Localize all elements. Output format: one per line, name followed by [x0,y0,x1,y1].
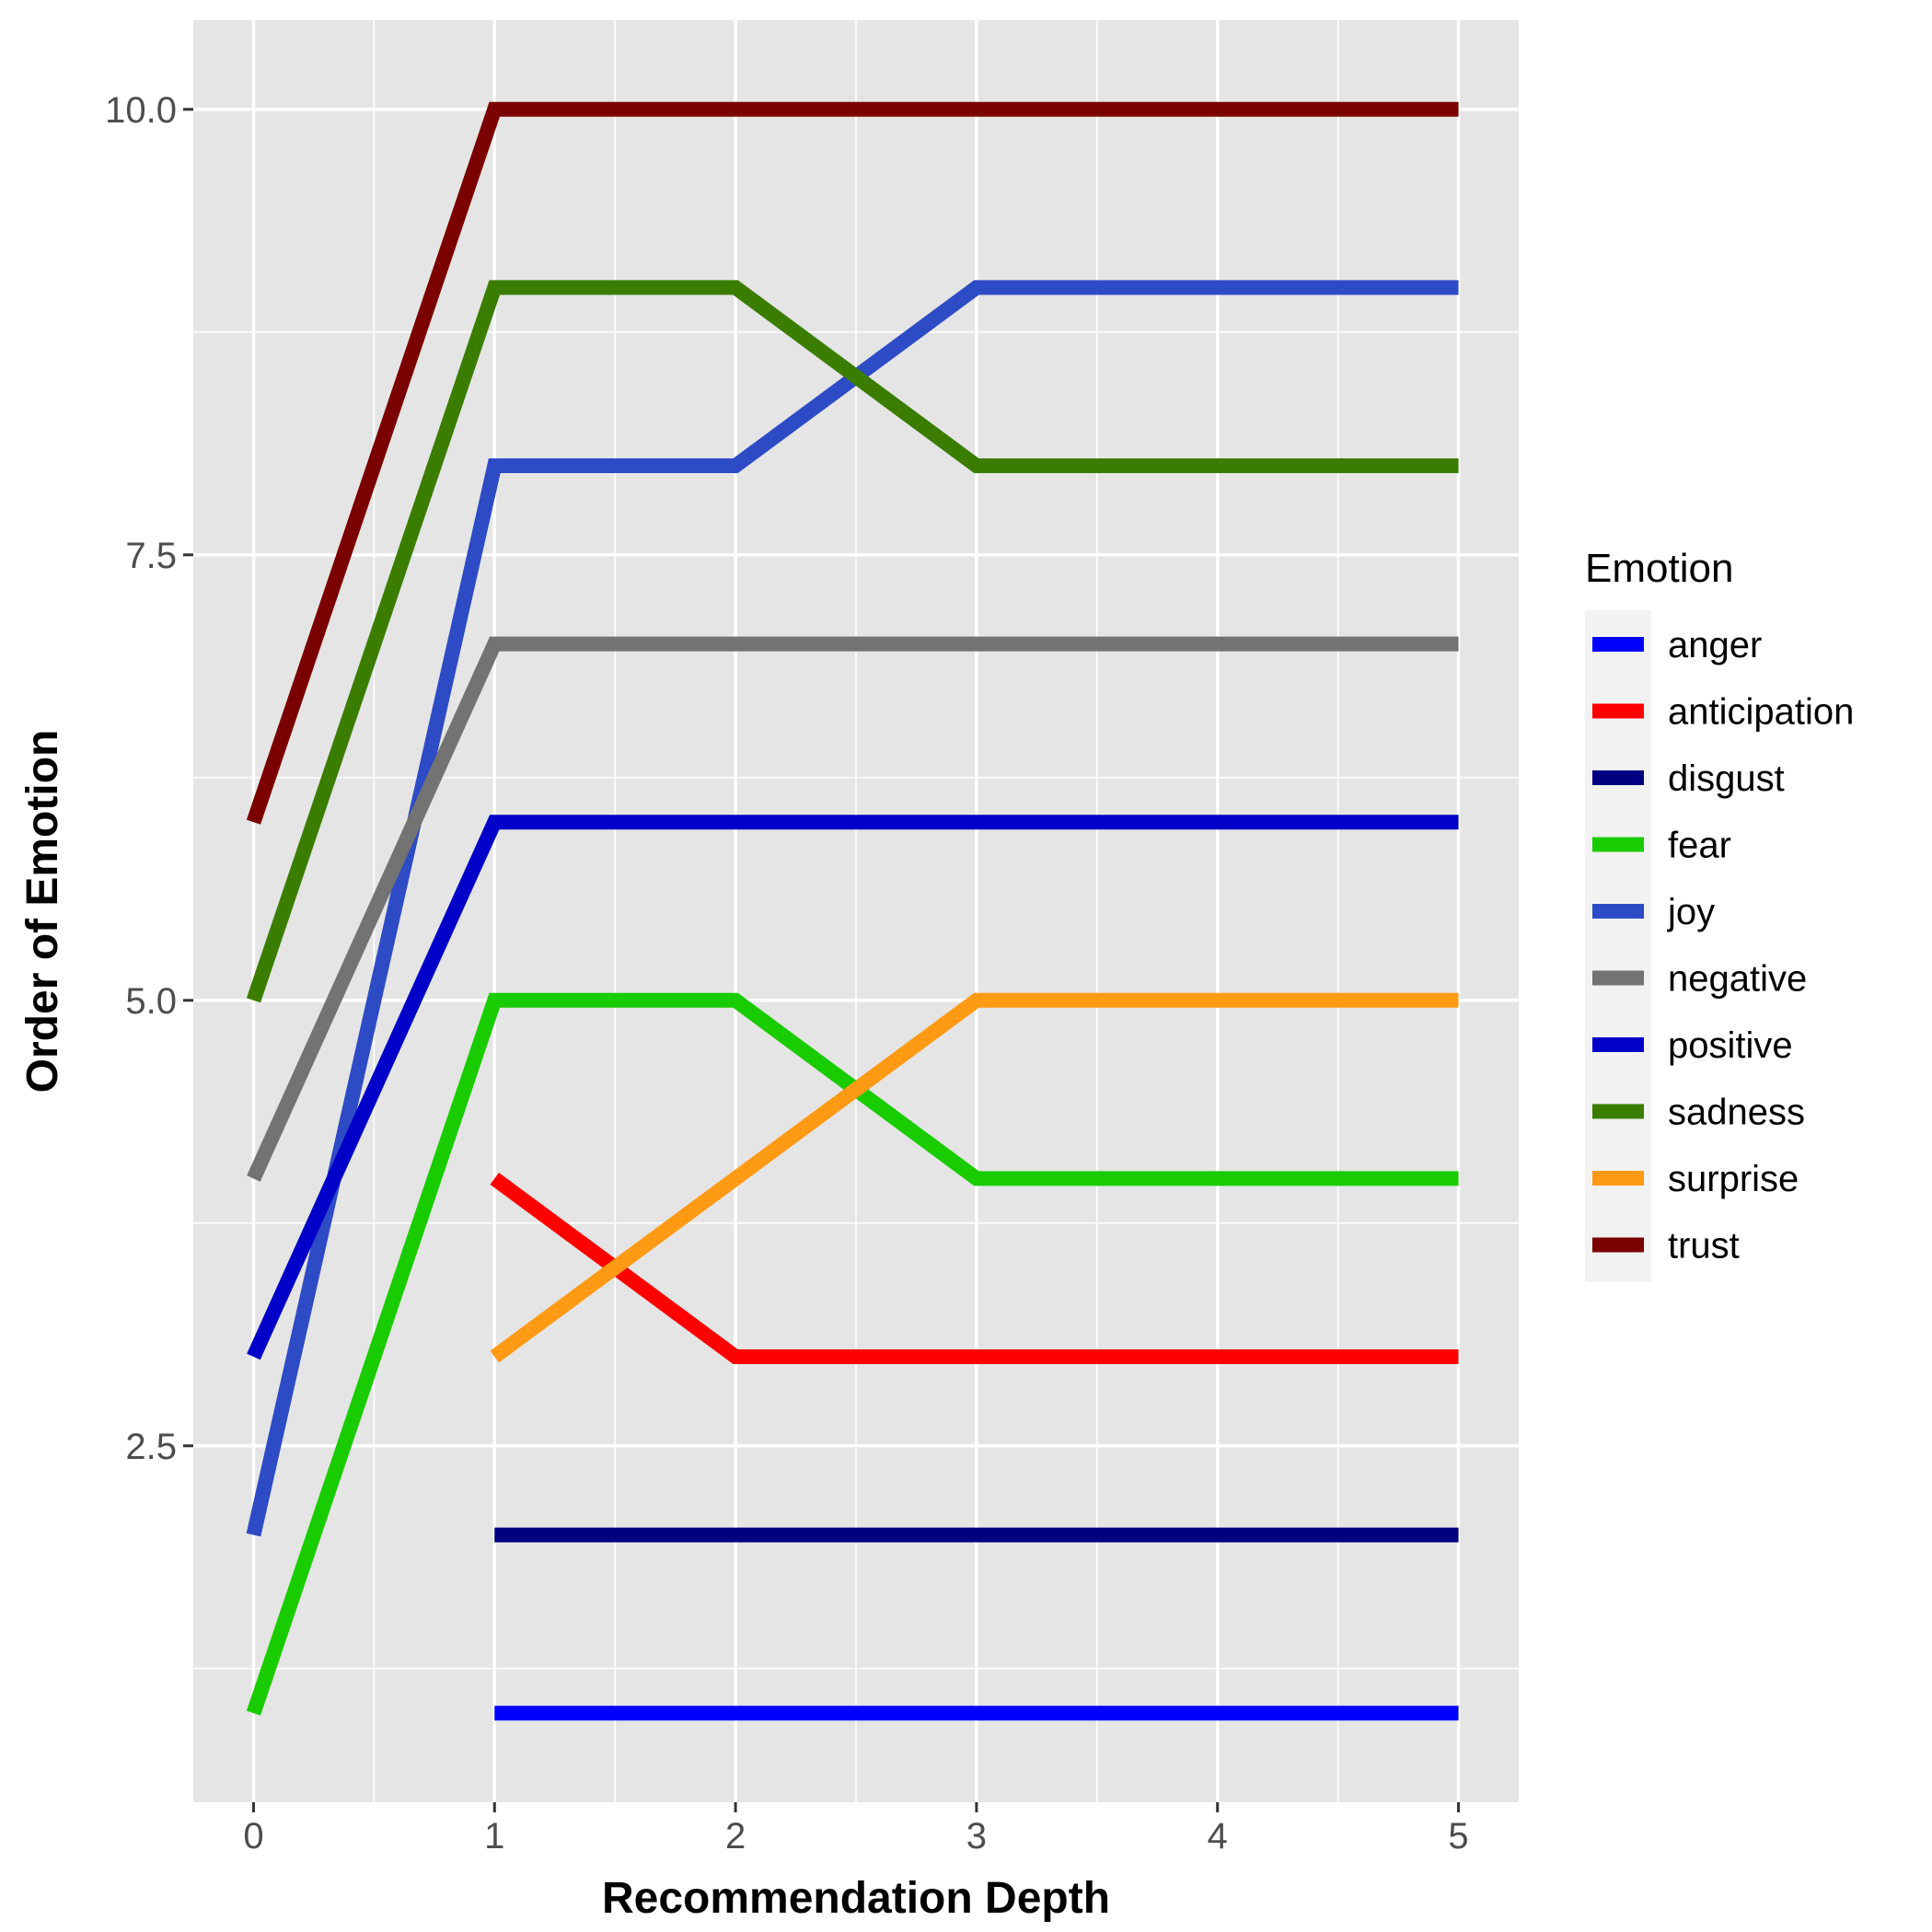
y-tick-label: 2.5 [125,1427,177,1467]
y-tick-label: 7.5 [125,536,177,576]
series-line-surprise [490,992,1459,1363]
series-line-negative [247,636,1459,1182]
y-axis-title: Order of Emotion [18,730,67,1093]
x-tick-label: 0 [243,1816,263,1857]
legend-items: anger anticipation disgust fear joy negative p… [1592,625,1854,1267]
series-lines [246,101,1459,1721]
legend-label-joy: joy [1667,892,1715,932]
series-line-anticipation [490,1172,1459,1364]
x-tick-label: 3 [966,1816,987,1857]
legend-label-anticipation: anticipation [1668,692,1854,733]
x-tick-label: 1 [484,1816,504,1857]
legend-label-surprise: surprise [1668,1159,1799,1199]
x-axis-title: Recommendation Depth [602,1874,1110,1923]
legend-label-fear: fear [1668,826,1731,866]
x-tick-label: 2 [725,1816,746,1857]
legend-key-background [1585,610,1651,1282]
legend-label-positive: positive [1668,1025,1793,1066]
legend: Emotion anger anticipation disgust fear joy n… [1585,546,1854,1282]
y-tick-label: 5.0 [125,981,177,1022]
legend-label-sadness: sadness [1668,1093,1805,1133]
series-line-positive [247,815,1459,1360]
legend-label-trust: trust [1668,1226,1740,1267]
x-tick-label: 5 [1448,1816,1468,1857]
x-tick-label: 4 [1208,1816,1228,1857]
series-line-trust [246,101,1459,825]
legend-label-disgust: disgust [1668,758,1785,799]
series-line-sadness [246,280,1459,1003]
legend-title: Emotion [1585,546,1733,591]
y-tick-label: 10.0 [105,90,177,131]
x-axis: 0 1 2 3 4 5 [243,1802,1469,1857]
y-axis: 2.5 5.0 7.5 10.0 [105,90,193,1467]
legend-label-negative: negative [1668,959,1807,1000]
legend-label-anger: anger [1668,625,1762,665]
